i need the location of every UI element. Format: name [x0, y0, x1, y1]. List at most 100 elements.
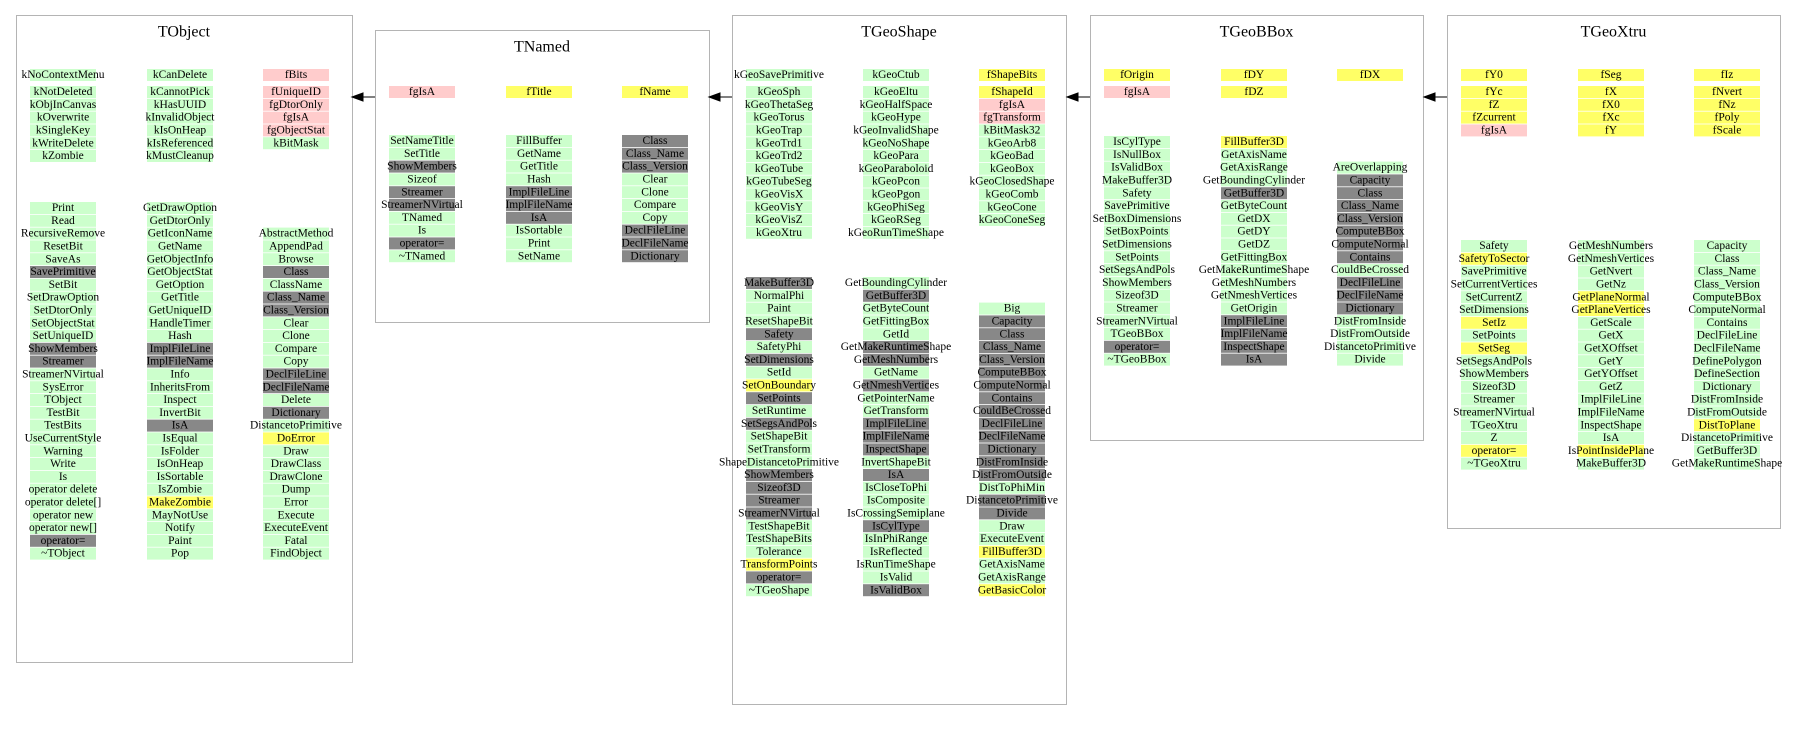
- method-cell: [979, 481, 1045, 494]
- method-cell: [263, 406, 329, 419]
- method: IsCylType: [872, 520, 920, 532]
- method: Copy: [284, 356, 309, 368]
- method: SaveAs: [45, 253, 81, 265]
- method-cell: [30, 214, 96, 227]
- method: IsComposite: [867, 495, 925, 507]
- member-cell: [263, 111, 329, 124]
- method: IsPointInsidePlane: [1568, 445, 1654, 457]
- method: SafetyToSector: [1459, 253, 1530, 265]
- method: Warning: [43, 445, 83, 457]
- member-cell: [389, 86, 455, 98]
- member-cell: [746, 226, 812, 239]
- method-cell: [979, 584, 1045, 597]
- method-cell: [30, 355, 96, 368]
- method-cell: [746, 417, 812, 430]
- method: DoError: [277, 433, 315, 445]
- member: kGeoEltu: [874, 86, 918, 98]
- method: ExecuteEvent: [264, 522, 329, 534]
- method: IsA: [1603, 432, 1620, 444]
- member-cell: [979, 69, 1045, 81]
- member: kBitMask: [273, 137, 319, 149]
- method: ImplFileName: [146, 356, 213, 368]
- method: SetId: [767, 367, 792, 379]
- method-cell: [263, 342, 329, 355]
- method: Class_Version: [263, 305, 329, 317]
- method-cell: [1461, 368, 1527, 380]
- method: SetPoints: [1115, 251, 1159, 263]
- method: Write: [50, 458, 76, 470]
- member: fTitle: [526, 86, 551, 98]
- member: kGeoParaboloid: [859, 163, 934, 175]
- member: kIsReferenced: [147, 137, 214, 149]
- method: Sizeof3D: [1115, 290, 1158, 302]
- member-cell: [863, 69, 929, 81]
- method: Paint: [767, 303, 791, 315]
- method: GetByteCount: [1221, 200, 1288, 212]
- method-cell: [1461, 240, 1527, 252]
- method: StreamerNVirtual: [738, 508, 820, 520]
- method: operator new: [33, 509, 94, 521]
- method-cell: [30, 381, 96, 394]
- method-cell: [389, 160, 455, 173]
- method-cell: [1221, 289, 1287, 302]
- method-cell: [1694, 393, 1760, 406]
- method: Divide: [996, 508, 1027, 520]
- method: DeclFileLine: [1697, 330, 1758, 342]
- method: TNamed: [402, 212, 442, 224]
- method: MakeBuffer3D: [744, 277, 814, 289]
- method-cell: [30, 509, 96, 522]
- member: fDY: [1244, 69, 1265, 81]
- method-cell: [746, 494, 812, 507]
- method-cell: [1104, 238, 1170, 251]
- method-cell: [1461, 406, 1527, 419]
- method: DeclFileLine: [1340, 277, 1401, 289]
- method: operator=: [757, 572, 802, 584]
- member-cell: [622, 86, 688, 98]
- method-cell: [263, 317, 329, 330]
- method-cell: [863, 302, 929, 315]
- method: Streamer: [1473, 394, 1515, 406]
- method-cell: [1104, 187, 1170, 200]
- method-cell: [1461, 432, 1527, 444]
- member-cell: [979, 150, 1045, 162]
- method: GetPointerName: [857, 392, 934, 404]
- method-cell: [263, 381, 329, 394]
- member-cell: [746, 111, 812, 124]
- method: ImplFileLine: [866, 418, 927, 430]
- method-cell: [1461, 316, 1527, 329]
- method-cell: [863, 507, 929, 520]
- member: kIsOnHeap: [154, 125, 207, 137]
- method: Class: [284, 266, 309, 278]
- method-cell: [1337, 187, 1403, 200]
- method-cell: [506, 147, 572, 160]
- method-cell: [1104, 136, 1170, 148]
- member: kGeoBad: [990, 150, 1034, 162]
- method: IsA: [531, 212, 548, 224]
- method-cell: [746, 481, 812, 494]
- member-cell: [746, 214, 812, 226]
- method: ClassName: [270, 279, 322, 291]
- method: GetObjectStat: [147, 266, 213, 278]
- method-cell: [263, 445, 329, 458]
- method: IsSortable: [516, 225, 563, 237]
- method: GetOrigin: [1231, 303, 1278, 315]
- method: HandleTimer: [150, 317, 211, 329]
- method-cell: [863, 520, 929, 533]
- method-cell: [1104, 148, 1170, 161]
- method: Inspect: [163, 394, 197, 406]
- member: kGeoTorus: [754, 112, 805, 124]
- method-cell: [506, 250, 572, 263]
- method: GetScale: [1590, 317, 1632, 329]
- method-cell: [506, 173, 572, 186]
- member-cell: [147, 137, 213, 150]
- method-cell: [1578, 342, 1644, 355]
- method-cell: [1461, 380, 1527, 393]
- method-cell: [979, 456, 1045, 469]
- method: Streamer: [42, 356, 84, 368]
- method: Streamer: [758, 495, 800, 507]
- method: DeclFileName: [978, 431, 1045, 443]
- method: Fatal: [285, 535, 308, 547]
- method-cell: [1694, 432, 1760, 444]
- method: SafetyPhi: [757, 341, 802, 353]
- method-cell: [147, 330, 213, 342]
